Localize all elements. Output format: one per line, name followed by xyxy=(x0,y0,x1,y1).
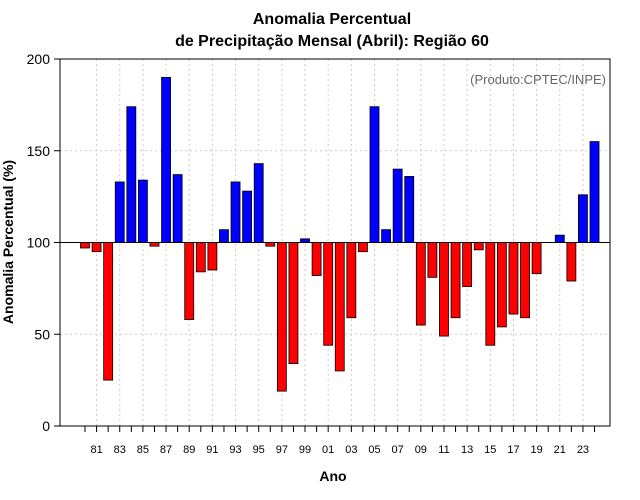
x-tick-label: 21 xyxy=(554,444,566,456)
bar-2002 xyxy=(334,242,345,372)
x-tick-label: 03 xyxy=(345,444,357,456)
bar-1994 xyxy=(242,190,253,243)
x-tick-label: 15 xyxy=(484,444,496,456)
bar-1986 xyxy=(149,242,160,247)
bars xyxy=(80,76,600,392)
bar-2003 xyxy=(346,242,357,319)
bar-2012 xyxy=(450,242,461,319)
chart-title-line1: Anomalia Percentual xyxy=(253,11,411,28)
bar-1992 xyxy=(219,229,229,243)
x-tick-label: 19 xyxy=(530,444,542,456)
x-tick-label: 81 xyxy=(90,444,102,456)
bar-2007 xyxy=(392,168,403,243)
bar-1987 xyxy=(161,76,171,243)
bar-1980 xyxy=(80,242,90,249)
bar-1996 xyxy=(265,242,276,247)
bar-1995 xyxy=(253,163,264,243)
bar-2018 xyxy=(520,242,530,319)
bar-2015 xyxy=(485,242,496,346)
x-tick-label: 89 xyxy=(183,444,195,456)
x-tick-label: 09 xyxy=(415,444,427,456)
x-tick-label: 87 xyxy=(160,444,172,456)
bar-1990 xyxy=(195,242,206,273)
grid-lines xyxy=(60,58,610,427)
bar-1981 xyxy=(91,242,102,253)
bar-2024 xyxy=(589,141,600,243)
bar-1993 xyxy=(230,181,241,243)
bar-2005 xyxy=(369,106,380,243)
bar-2010 xyxy=(427,242,438,278)
x-tick-label: 91 xyxy=(206,444,218,456)
x-tick-label: 01 xyxy=(322,444,334,456)
x-tick-label: 99 xyxy=(299,444,311,456)
bar-2023 xyxy=(578,194,588,243)
bar-2008 xyxy=(404,176,415,243)
bar-1991 xyxy=(207,242,218,271)
bar-1984 xyxy=(126,106,137,243)
x-tick-label: 23 xyxy=(577,444,589,456)
x-axis-label: Ano xyxy=(319,468,346,484)
bar-1988 xyxy=(172,174,183,243)
bar-1983 xyxy=(114,181,125,243)
bar-2000 xyxy=(311,242,322,276)
bar-2006 xyxy=(381,229,391,243)
x-tick-label: 95 xyxy=(253,444,265,456)
x-axis-ticks: 81 83 85 87 89 91 93 95 97 99 01 03 05 07 09 11 13 15 17 19… xyxy=(84,426,596,456)
bar-2022 xyxy=(566,242,577,282)
bar-1997 xyxy=(276,242,287,392)
bar-2009 xyxy=(415,242,426,326)
y-tick-label: 200 xyxy=(27,51,51,67)
bar-1982 xyxy=(103,242,114,381)
bar-2011 xyxy=(439,242,449,337)
bar-2017 xyxy=(508,242,519,315)
y-axis-ticks: 0 50 100 150 200 xyxy=(27,51,60,434)
bar-1985 xyxy=(137,179,148,243)
bar-1999 xyxy=(300,238,310,243)
x-tick-label: 93 xyxy=(229,444,241,456)
bar-1989 xyxy=(184,242,195,320)
x-tick-label: 97 xyxy=(276,444,288,456)
bar-2014 xyxy=(473,242,484,251)
x-tick-label: 17 xyxy=(507,444,519,456)
x-tick-label: 85 xyxy=(137,444,149,456)
bar-2001 xyxy=(323,242,334,346)
bar-1998 xyxy=(288,242,299,365)
x-tick-label: 05 xyxy=(368,444,380,456)
y-tick-label: 0 xyxy=(42,418,50,434)
chart-title-line2: de Precipitação Mensal (Abril): Região 6… xyxy=(175,33,489,50)
bar-2019 xyxy=(531,242,542,275)
y-tick-label: 150 xyxy=(27,143,51,159)
x-tick-label: 11 xyxy=(438,444,449,456)
y-tick-label: 50 xyxy=(34,326,50,342)
bar-2021 xyxy=(554,234,565,243)
x-tick-label: 13 xyxy=(461,444,473,456)
y-tick-label: 100 xyxy=(27,235,51,251)
bar-2013 xyxy=(462,242,473,287)
y-axis-label: Anomalia Percentual (%) xyxy=(0,160,16,324)
x-tick-label: 07 xyxy=(392,444,404,456)
bar-2016 xyxy=(496,242,507,328)
product-credit: (Produto:CPTEC/INPE) xyxy=(470,72,606,87)
bar-2004 xyxy=(358,242,368,253)
x-tick-label: 83 xyxy=(114,444,126,456)
